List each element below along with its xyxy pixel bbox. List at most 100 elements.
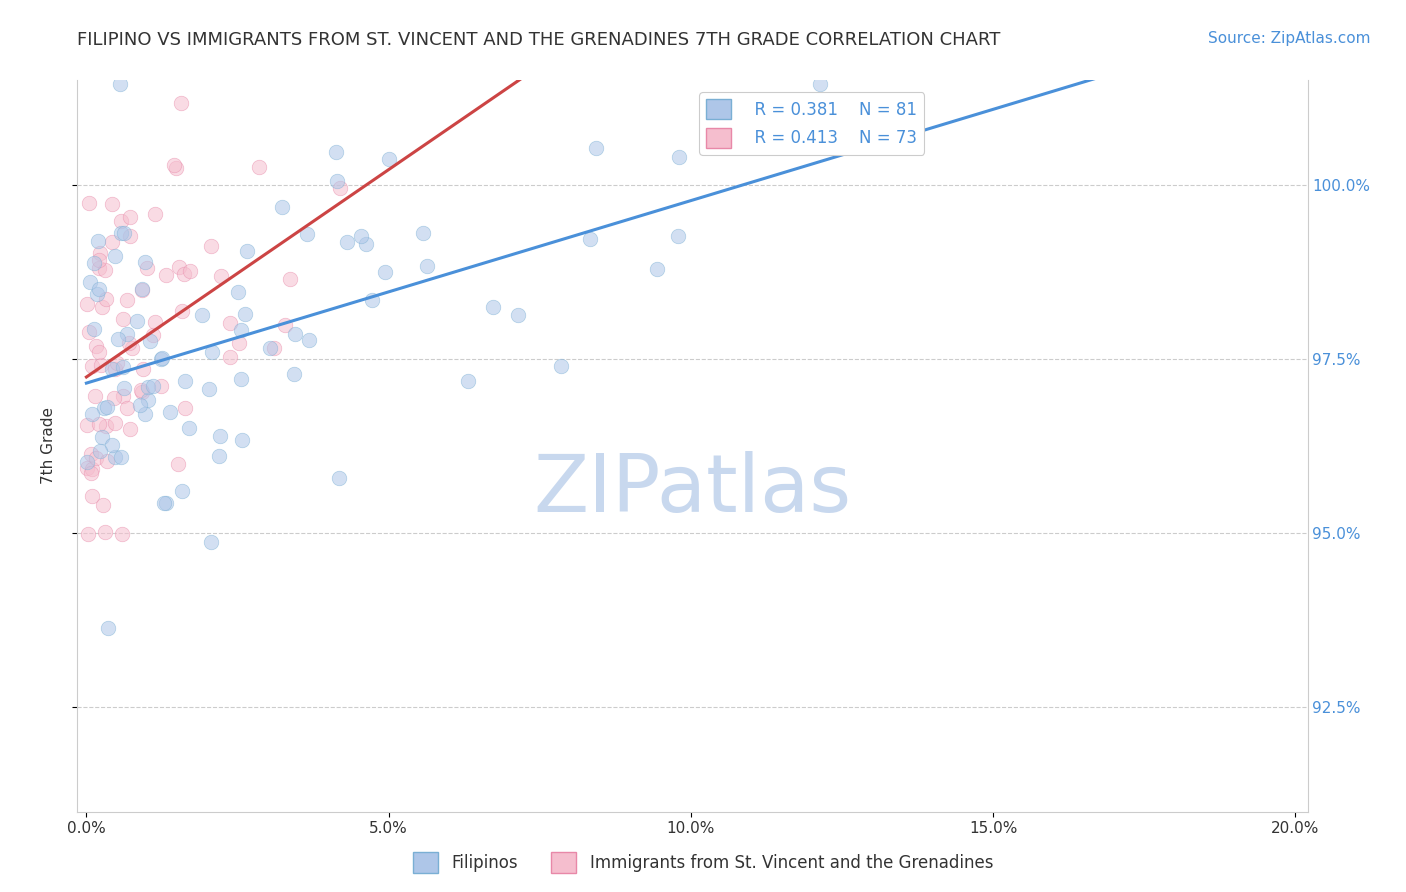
Point (91, 498, 114, 512)
Point (91, 300, 114, 314)
Point (354, 237, 377, 252)
Point (120, 229, 142, 244)
Point (118, 335, 141, 350)
Point (284, 326, 307, 341)
Point (159, 405, 181, 419)
Point (228, 336, 250, 351)
Point (105, 356, 128, 370)
Point (416, 259, 439, 273)
Point (80, 466, 103, 480)
Point (107, 332, 129, 346)
Point (131, 283, 153, 297)
Point (166, 457, 188, 471)
Point (79, 275, 101, 289)
Point (134, 407, 156, 421)
Point (94, 524, 117, 539)
Point (191, 309, 214, 323)
Point (82, 407, 104, 421)
Point (808, 77, 831, 91)
Point (80, 359, 103, 373)
Point (378, 153, 401, 167)
Point (94, 292, 117, 306)
Point (152, 495, 174, 509)
Point (112, 389, 135, 403)
Point (94, 263, 117, 277)
Point (134, 255, 156, 269)
Point (110, 450, 132, 465)
Point (132, 362, 155, 376)
Point (96, 454, 118, 468)
Point (259, 342, 281, 356)
Point (145, 207, 167, 221)
Point (80, 447, 103, 461)
Point (231, 433, 253, 447)
Point (89, 282, 111, 296)
Point (150, 378, 173, 392)
Point (84, 451, 107, 466)
Point (110, 226, 132, 240)
Point (76, 417, 98, 432)
Point (120, 422, 142, 436)
Point (111, 311, 134, 326)
Point (280, 271, 302, 285)
Point (80, 489, 103, 503)
Point (326, 174, 349, 188)
Point (87, 345, 110, 359)
Point (481, 300, 503, 314)
Point (77, 325, 100, 339)
Point (121, 341, 143, 355)
Point (179, 421, 201, 435)
Point (247, 160, 270, 174)
Point (76, 296, 98, 310)
Point (200, 239, 222, 253)
Point (104, 362, 127, 376)
Point (283, 368, 305, 382)
Point (228, 285, 250, 299)
Point (645, 262, 668, 277)
Point (167, 260, 190, 274)
Legend: Filipinos, Immigrants from St. Vincent and the Grenadines: Filipinos, Immigrants from St. Vincent a… (406, 846, 1000, 880)
Point (197, 382, 219, 396)
Point (127, 314, 149, 328)
Point (173, 374, 195, 388)
Point (229, 372, 252, 386)
Point (136, 261, 159, 276)
Point (173, 267, 195, 281)
Point (80, 462, 103, 476)
Point (112, 381, 135, 395)
Point (110, 77, 132, 91)
Point (112, 226, 135, 240)
Point (76, 454, 98, 468)
Point (104, 249, 127, 263)
Point (89, 261, 111, 276)
Text: ZIPatlas: ZIPatlas (533, 450, 852, 529)
Text: FILIPINO VS IMMIGRANTS FROM ST. VINCENT AND THE GRENADINES 7TH GRADE CORRELATION: FILIPINO VS IMMIGRANTS FROM ST. VINCENT … (77, 31, 1001, 49)
Point (87, 235, 110, 249)
Point (129, 398, 152, 412)
Point (412, 226, 434, 240)
Point (142, 328, 165, 343)
Point (115, 293, 138, 307)
Point (77, 527, 100, 541)
Point (578, 231, 600, 245)
Point (170, 95, 193, 110)
Point (550, 359, 572, 373)
Point (89, 252, 111, 267)
Point (136, 380, 159, 394)
Point (103, 391, 125, 405)
Point (233, 307, 256, 321)
Point (172, 304, 194, 318)
Point (263, 342, 285, 356)
Point (585, 141, 607, 155)
Point (115, 401, 138, 415)
Point (131, 282, 153, 296)
Point (83, 256, 105, 270)
Point (209, 428, 232, 442)
Point (668, 150, 690, 164)
Point (155, 496, 177, 510)
Point (150, 351, 173, 365)
Point (329, 180, 352, 194)
Point (174, 401, 197, 415)
Point (131, 384, 153, 399)
Point (219, 351, 242, 365)
